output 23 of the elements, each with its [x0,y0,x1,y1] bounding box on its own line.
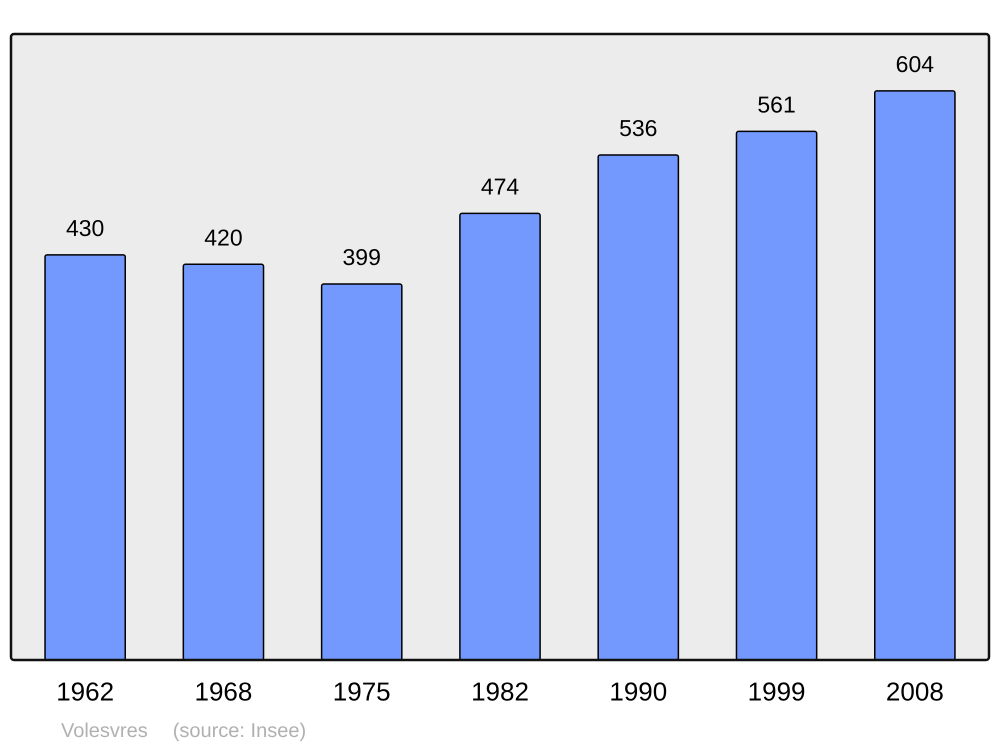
bar [459,212,541,661]
data-label: 420 [204,224,243,250]
x-tick-label: 1982 [471,676,529,706]
bar [597,154,680,661]
data-label: 474 [480,173,520,200]
data-label: 399 [342,244,381,270]
bar [736,130,818,661]
text: (source: Insee) [172,720,306,742]
x-tick-label: 1975 [332,676,391,706]
bar [874,90,956,661]
x-tick-label: 1962 [56,676,114,706]
bar [44,254,126,661]
data-label: 561 [757,91,796,118]
data-label: 430 [66,214,104,241]
x-tick-label: 1990 [609,676,668,706]
x-tick-label: 1999 [748,676,806,706]
bar [182,264,264,661]
x-tick-label: 1968 [194,676,252,706]
data-label: 604 [896,50,934,77]
data-label: 536 [619,114,658,141]
x-tick-label: 2008 [886,676,944,706]
bar [320,283,403,661]
text: Volesvres [61,720,148,742]
